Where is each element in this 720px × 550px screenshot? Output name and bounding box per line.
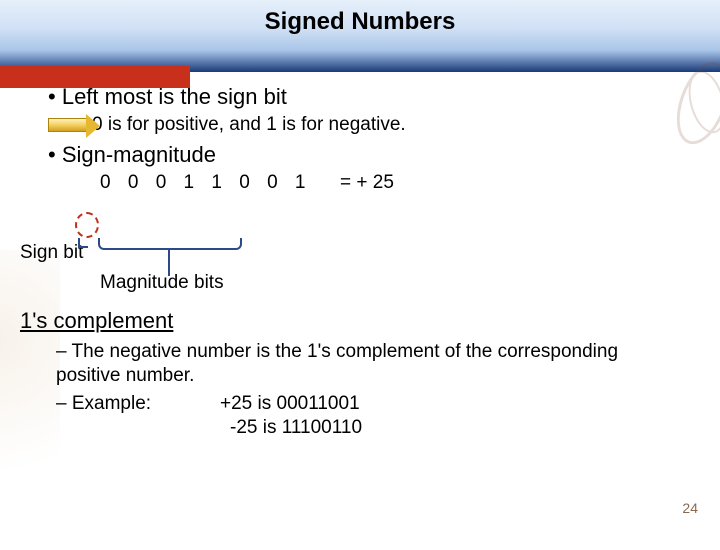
header-band: Signed Numbers [0,0,720,72]
bit-sequence: 0 0 0 1 1 0 0 1 [100,172,312,193]
arrow-text: 0 is for positive, and 1 is for negative… [92,114,406,136]
sign-bit-connector [78,238,88,248]
arrow-row: 0 is for positive, and 1 is for negative… [48,114,700,136]
bits-row: 0 0 0 1 1 0 0 1 = + 25 [100,172,700,194]
example-label: Example: [56,392,151,416]
example-negative: -25 is 11100110 [230,416,362,440]
ones-desc: The negative number is the 1's complemen… [56,340,656,388]
sign-bit-label: Sign bit [20,242,83,264]
accent-bar [0,66,190,88]
sign-bit-circle [75,212,99,238]
magnitude-label: Magnitude bits [100,272,224,294]
ones-complement-heading: 1's complement [20,308,173,334]
page-number: 24 [682,500,698,516]
bullet-sign-magnitude: Sign-magnitude [48,142,700,168]
slide-title: Signed Numbers [0,8,720,36]
content-area: Left most is the sign bit 0 is for posit… [0,78,720,194]
decorative-blur [0,250,60,550]
magnitude-brace [98,238,238,252]
arrow-icon [48,118,86,132]
bit-equals: = + 25 [340,172,394,194]
decorative-sphere-icon [670,50,720,170]
example-positive: +25 is 00011001 [220,392,360,416]
